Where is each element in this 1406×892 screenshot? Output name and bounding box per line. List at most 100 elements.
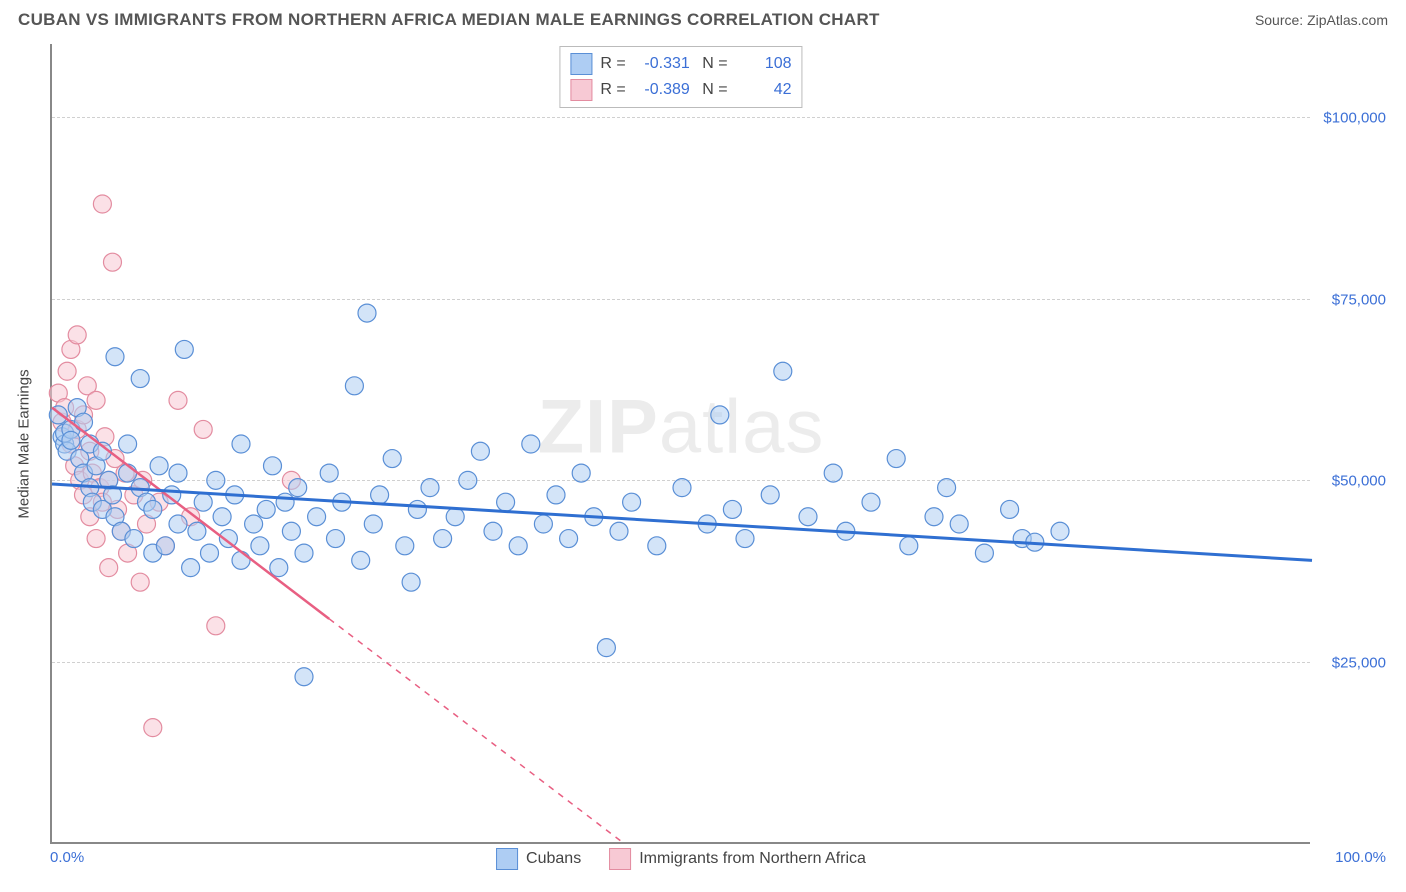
data-point <box>648 537 666 555</box>
stat-r-label: R = <box>600 81 625 99</box>
scatter-svg <box>52 44 1312 844</box>
data-point <box>597 639 615 657</box>
stat-n-label: N = <box>698 55 728 73</box>
swatch-cubans <box>496 848 518 870</box>
data-point <box>213 508 231 526</box>
chart-title: CUBAN VS IMMIGRANTS FROM NORTHERN AFRICA… <box>18 10 880 30</box>
data-point <box>169 391 187 409</box>
data-point <box>106 348 124 366</box>
swatch-northern-africa <box>570 79 592 101</box>
data-point <box>799 508 817 526</box>
data-point <box>87 530 105 548</box>
data-point <box>673 479 691 497</box>
data-point <box>509 537 527 555</box>
data-point <box>103 253 121 271</box>
data-point <box>188 522 206 540</box>
stat-r-value: -0.331 <box>634 55 690 73</box>
data-point <box>459 471 477 489</box>
legend-label: Cubans <box>526 850 581 868</box>
data-point <box>232 551 250 569</box>
data-point <box>182 559 200 577</box>
data-point <box>824 464 842 482</box>
data-point <box>144 719 162 737</box>
data-point <box>194 493 212 511</box>
data-point <box>257 500 275 518</box>
data-point <box>497 493 515 511</box>
data-point <box>345 377 363 395</box>
data-point <box>295 668 313 686</box>
data-point <box>421 479 439 497</box>
data-point <box>862 493 880 511</box>
data-point <box>774 362 792 380</box>
data-point <box>711 406 729 424</box>
data-point <box>723 500 741 518</box>
data-point <box>402 573 420 591</box>
data-point <box>232 435 250 453</box>
y-tick-label: $75,000 <box>1332 291 1386 308</box>
data-point <box>925 508 943 526</box>
data-point <box>156 537 174 555</box>
legend-label: Immigrants from Northern Africa <box>639 850 866 868</box>
stat-n-value: 108 <box>736 55 792 73</box>
data-point <box>245 515 263 533</box>
data-point <box>975 544 993 562</box>
swatch-northern-africa <box>609 848 631 870</box>
data-point <box>547 486 565 504</box>
x-tick-label: 100.0% <box>1335 849 1386 866</box>
data-point <box>289 479 307 497</box>
data-point <box>446 508 464 526</box>
data-point <box>371 486 389 504</box>
data-point <box>358 304 376 322</box>
data-point <box>560 530 578 548</box>
stats-row-cubans: R = -0.331 N = 108 <box>570 51 791 77</box>
data-point <box>131 370 149 388</box>
stat-r-value: -0.389 <box>634 81 690 99</box>
data-point <box>396 537 414 555</box>
data-point <box>194 420 212 438</box>
legend-item-northern-africa: Immigrants from Northern Africa <box>609 848 866 870</box>
data-point <box>295 544 313 562</box>
data-point <box>207 617 225 635</box>
data-point <box>610 522 628 540</box>
data-point <box>887 450 905 468</box>
data-point <box>251 537 269 555</box>
source-attribution: Source: ZipAtlas.com <box>1255 12 1388 28</box>
stats-row-northern-africa: R = -0.389 N = 42 <box>570 77 791 103</box>
swatch-cubans <box>570 53 592 75</box>
data-point <box>522 435 540 453</box>
data-point <box>169 515 187 533</box>
data-point <box>68 326 86 344</box>
data-point <box>938 479 956 497</box>
data-point <box>75 413 93 431</box>
data-point <box>87 391 105 409</box>
data-point <box>950 515 968 533</box>
x-tick-label: 0.0% <box>50 849 84 866</box>
data-point <box>761 486 779 504</box>
data-point <box>534 515 552 533</box>
data-point <box>201 544 219 562</box>
trend-line-extrapolated <box>329 619 625 844</box>
stat-n-label: N = <box>698 81 728 99</box>
header: CUBAN VS IMMIGRANTS FROM NORTHERN AFRICA… <box>0 0 1406 36</box>
plot-container: Median Male Earnings ZIPatlas $25,000 $5… <box>50 44 1390 844</box>
data-point <box>100 559 118 577</box>
data-point <box>150 457 168 475</box>
y-axis-label: Median Male Earnings <box>16 369 33 518</box>
data-point <box>264 457 282 475</box>
stats-legend: R = -0.331 N = 108 R = -0.389 N = 42 <box>559 46 802 108</box>
data-point <box>1051 522 1069 540</box>
y-tick-label: $100,000 <box>1323 109 1386 126</box>
data-point <box>327 530 345 548</box>
data-point <box>131 573 149 591</box>
legend-item-cubans: Cubans <box>496 848 581 870</box>
data-point <box>320 464 338 482</box>
data-point <box>364 515 382 533</box>
data-point <box>125 530 143 548</box>
y-tick-label: $50,000 <box>1332 473 1386 490</box>
data-point <box>62 431 80 449</box>
data-point <box>175 340 193 358</box>
data-point <box>207 471 225 489</box>
y-tick-label: $25,000 <box>1332 655 1386 672</box>
data-point <box>144 500 162 518</box>
data-point <box>900 537 918 555</box>
